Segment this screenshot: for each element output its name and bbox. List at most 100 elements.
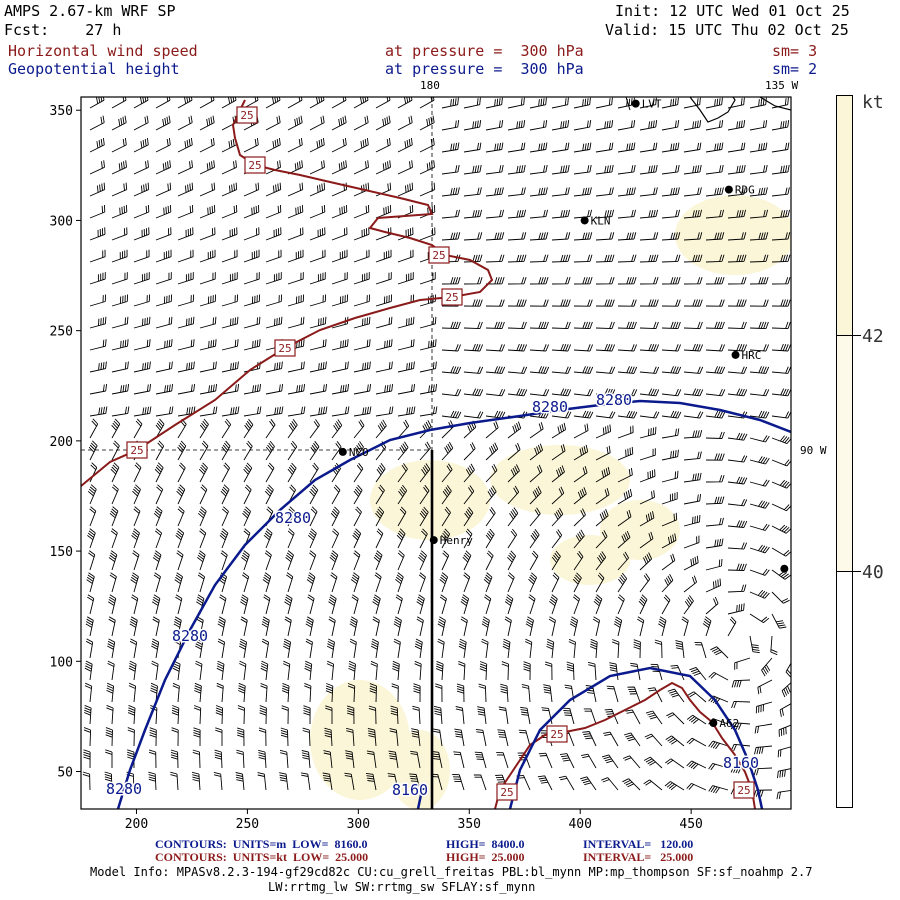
wind-barb xyxy=(243,227,260,241)
wind-barb xyxy=(199,294,217,307)
height-contour-label: 8160 xyxy=(392,781,428,799)
wind-barb xyxy=(551,366,572,374)
wind-barb xyxy=(727,321,747,330)
wind-barb xyxy=(708,785,729,794)
wind-barb xyxy=(529,366,550,374)
wind-barb xyxy=(705,578,722,593)
wind-barb xyxy=(111,272,128,285)
wind-barb xyxy=(263,528,273,549)
wind-barb xyxy=(683,164,702,175)
wind-barb xyxy=(174,572,183,593)
wind-barb xyxy=(419,463,431,483)
wind-barb xyxy=(353,419,365,439)
wind-barb xyxy=(595,411,616,419)
wind-barb xyxy=(529,464,543,483)
wind-barb xyxy=(375,249,392,263)
wind-barb xyxy=(639,232,659,241)
wind-barb xyxy=(551,254,571,263)
wind-barb xyxy=(507,209,527,219)
wind-barb xyxy=(82,771,91,791)
map-frame xyxy=(80,96,792,810)
wind-barb xyxy=(463,388,484,397)
station-marker xyxy=(631,99,640,108)
wind-barb xyxy=(243,272,260,285)
wind-barb xyxy=(375,294,393,307)
wind-contour-label: 25 xyxy=(130,444,143,457)
wind-barb xyxy=(260,682,268,703)
wind-barb xyxy=(243,204,260,219)
wind-barb xyxy=(727,563,747,571)
wind-barb xyxy=(749,120,768,131)
wind-barb xyxy=(238,682,246,703)
wind-barb xyxy=(221,462,230,483)
wind-barb xyxy=(639,511,655,527)
wind-barb xyxy=(753,767,773,776)
station-label: A62 xyxy=(719,717,739,730)
wind-barb xyxy=(325,683,334,703)
wind-barb xyxy=(219,594,227,615)
wind-barb xyxy=(485,485,497,505)
wind-barb xyxy=(595,445,611,461)
wind-barb xyxy=(477,706,487,725)
station-marker xyxy=(724,185,733,194)
station-label: RDG xyxy=(735,184,755,197)
wind-barb xyxy=(645,710,663,725)
wind-barb xyxy=(199,484,208,505)
wind-barb xyxy=(507,276,527,285)
wind-barb xyxy=(84,660,93,681)
wind-barb xyxy=(132,484,141,505)
wind-barb xyxy=(528,594,536,615)
wind-barb xyxy=(240,616,248,637)
wind-barb xyxy=(595,530,608,549)
wind-barb xyxy=(287,339,305,351)
wind-barb xyxy=(177,506,185,527)
wind-barb xyxy=(89,204,106,219)
wind-barb xyxy=(198,462,208,483)
wind-barb xyxy=(353,506,362,527)
wind-barb xyxy=(353,160,369,175)
wind-barb xyxy=(705,321,725,330)
wind-barb xyxy=(708,740,729,750)
wind-barb xyxy=(507,164,526,175)
wind-barb xyxy=(216,682,224,703)
wind-barb xyxy=(705,453,725,461)
wind-barb xyxy=(155,440,165,461)
wind-barb xyxy=(192,749,201,769)
wind-barb xyxy=(595,424,612,439)
wind-barb xyxy=(562,707,575,725)
init-time: Init: 12 UTC Wed 01 Oct 25 xyxy=(615,2,850,20)
wind-barb xyxy=(258,749,267,769)
wind-barb xyxy=(485,366,506,374)
wind-barb xyxy=(549,594,558,615)
wind-barb xyxy=(287,316,305,329)
wind-barb xyxy=(794,548,812,559)
wind-barb xyxy=(286,506,296,527)
wind-barb xyxy=(221,316,239,329)
wind-barb xyxy=(239,660,247,681)
wind-barb xyxy=(392,660,400,681)
wind-barb xyxy=(197,550,206,571)
wind-barb xyxy=(243,316,261,329)
wind-barb xyxy=(328,594,337,615)
wind-barb xyxy=(287,115,303,131)
wind-barb xyxy=(300,772,311,791)
wind-barb xyxy=(583,708,597,725)
wind-barb xyxy=(507,232,527,241)
y-tick-label: 350 xyxy=(50,104,73,119)
wind-barb xyxy=(637,616,645,637)
wind-barb xyxy=(221,272,238,285)
wind-barb xyxy=(683,555,699,571)
wind-barb xyxy=(705,538,724,549)
wind-barb xyxy=(106,682,115,703)
wind-barb xyxy=(749,589,770,599)
wind-barb xyxy=(353,115,369,131)
wind-barb xyxy=(705,120,724,131)
wind-barb xyxy=(573,276,593,285)
wind-barb xyxy=(705,187,724,197)
wind-barb xyxy=(485,142,504,153)
wind-barb xyxy=(529,321,549,330)
wind-barb xyxy=(661,428,680,439)
wind-barb xyxy=(497,729,509,747)
wind-barb xyxy=(617,120,636,131)
wind-barb xyxy=(172,682,180,703)
